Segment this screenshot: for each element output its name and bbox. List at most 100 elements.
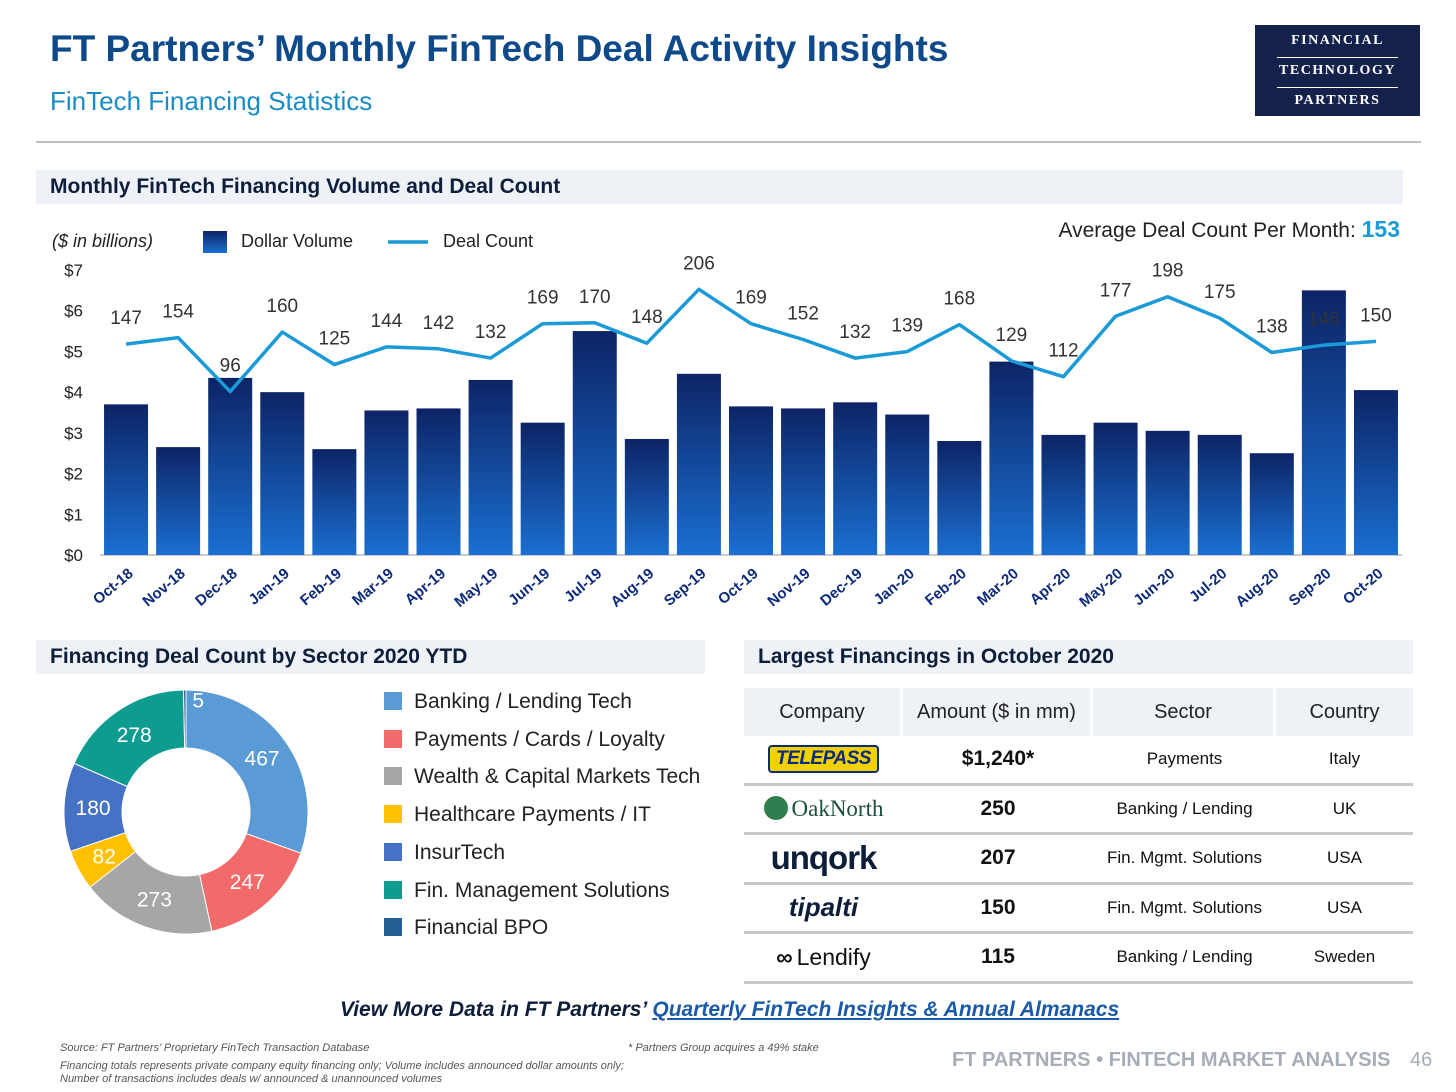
x-tick-label: Aug-20 (1232, 565, 1282, 611)
bar-Jul-19 (572, 331, 617, 555)
bar-Mar-20 (989, 361, 1034, 555)
x-tick-label: Nov-19 (764, 565, 813, 610)
country-cell: USA (1276, 885, 1413, 934)
legend-item: InsurTech (384, 841, 505, 865)
y-tick-label: $4 (64, 383, 83, 402)
deal-count-label: 138 (1256, 317, 1288, 338)
logo-line-3: PARTNERS (1294, 93, 1381, 108)
deal-count-label: 96 (220, 356, 241, 377)
units-note: ($ in billions) (52, 231, 153, 251)
legend-label: Fin. Management Solutions (414, 878, 670, 902)
asterisk-note: * Partners Group acquires a 49% stake (628, 1042, 819, 1054)
view-more-banner: View More Data in FT Partners’ Quarterly… (340, 998, 1119, 1022)
x-tick-label: Apr-20 (1027, 565, 1074, 609)
x-tick-label: Nov-18 (139, 565, 188, 610)
section-header-sector: Financing Deal Count by Sector 2020 YTD (36, 640, 705, 674)
sector-cell: Banking / Lending (1093, 786, 1276, 835)
bar-Jan-20 (885, 414, 930, 555)
amount-cell: $1,240* (903, 736, 1093, 786)
bar-Feb-20 (937, 441, 982, 555)
x-tick-label: Jul-19 (561, 565, 605, 606)
deal-count-label: 169 (527, 288, 559, 309)
lendify-wordmark: Lendify (796, 943, 871, 970)
donut-slice-6 (182, 689, 187, 749)
oak-tree-icon (763, 795, 788, 820)
almanac-link[interactable]: Quarterly FinTech Insights & Annual Alma… (652, 998, 1120, 1021)
legend-label-bars: Dollar Volume (241, 231, 353, 251)
legend-swatch (384, 842, 402, 861)
x-tick-label: Aug-19 (608, 565, 658, 611)
x-tick-label: May-20 (1076, 565, 1126, 611)
deal-count-label: 146 (1308, 309, 1340, 330)
legend-swatch (384, 805, 402, 824)
amount-cell: 250 (903, 786, 1093, 835)
deal-count-label: 170 (579, 287, 611, 308)
bar-Nov-19 (781, 408, 826, 555)
legend-label: Payments / Cards / Loyalty (414, 727, 665, 751)
y-tick-label: $2 (64, 465, 83, 484)
company-logo-oaknorth: OakNorth (744, 786, 903, 835)
x-tick-label: Dec-19 (817, 565, 866, 610)
table-row: TELEPASS $1,240* Payments Italy (744, 736, 1413, 786)
donut-label: 273 (137, 888, 172, 911)
company-logo-tipalti: tipalti (744, 885, 903, 934)
deal-count-label: 154 (162, 302, 194, 323)
deal-count-label: 129 (996, 325, 1028, 346)
col-header-company: Company (744, 688, 903, 736)
company-logo-unqork: unqork (744, 835, 903, 885)
x-tick-label: Sep-20 (1286, 565, 1335, 610)
source-note: Source: FT Partners’ Proprietary FinTech… (60, 1042, 370, 1054)
deal-count-label: 169 (735, 288, 767, 309)
bar-Sep-19 (676, 373, 721, 555)
bar-Apr-20 (1041, 434, 1086, 555)
deal-count-label: 160 (266, 296, 298, 317)
average-value: 153 (1362, 216, 1400, 242)
y-tick-label: $1 (64, 505, 83, 524)
legend-swatch-bars (203, 231, 227, 253)
average-deal-count: Average Deal Count Per Month: 153 (1059, 216, 1401, 242)
x-tick-label: Oct-19 (715, 565, 762, 608)
deal-count-label: 198 (1152, 261, 1184, 282)
average-label: Average Deal Count Per Month: (1059, 219, 1362, 242)
donut-label: 180 (76, 797, 111, 820)
legend-label: Healthcare Payments / IT (414, 803, 651, 827)
donut-label: 278 (117, 724, 152, 747)
legend-item: Fin. Management Solutions (384, 879, 670, 903)
logo-rule (1277, 57, 1398, 58)
legend-swatch (384, 918, 402, 937)
donut-label: 82 (93, 845, 116, 868)
donut-slice-0 (185, 689, 309, 854)
x-tick-label: Jun-20 (1130, 565, 1178, 609)
legend-item: Healthcare Payments / IT (384, 803, 651, 827)
sector-cell: Banking / Lending (1093, 934, 1276, 984)
deal-count-label: 144 (371, 311, 403, 332)
table-row: tipalti 150 Fin. Mgmt. Solutions USA (744, 885, 1413, 934)
sector-cell: Fin. Mgmt. Solutions (1093, 885, 1276, 934)
bar-Oct-19 (729, 406, 773, 555)
bar-Jun-20 (1145, 430, 1190, 555)
x-tick-label: Sep-19 (661, 565, 710, 610)
bar-Oct-20 (1353, 390, 1398, 555)
deal-count-label: 132 (475, 322, 507, 343)
deal-count-label: 150 (1360, 305, 1392, 326)
company-logo-telepass: TELEPASS (744, 736, 903, 786)
legend-item: Banking / Lending Tech (384, 690, 632, 714)
bar-Dec-19 (833, 402, 878, 555)
x-tick-label: Jul-20 (1186, 565, 1230, 606)
volume-deal-count-chart: $0 $1 $2 $3 $4 $5 $6 $7 147 154 96 160 125 144 142 132 1… (52, 216, 1402, 611)
y-tick-label: $5 (64, 342, 83, 361)
col-header-amount: Amount ($ in mm) (903, 688, 1093, 736)
legend-label: Financial BPO (414, 916, 549, 940)
legend-swatch (384, 729, 402, 748)
footer-brand: FT PARTNERS • FINTECH MARKET ANALYSIS (952, 1049, 1391, 1071)
deal-count-label: 147 (110, 308, 142, 329)
lendify-link-icon: ∞ (776, 943, 793, 970)
legend-swatch (384, 767, 402, 786)
legend-swatch (384, 692, 402, 710)
bar-Jan-19 (260, 392, 305, 555)
bar-Sep-20 (1301, 290, 1346, 555)
legend-label: Wealth & Capital Markets Tech (414, 765, 701, 789)
x-tick-label: Feb-20 (922, 565, 970, 609)
amount-cell: 115 (903, 934, 1093, 984)
bar-May-20 (1093, 422, 1138, 555)
